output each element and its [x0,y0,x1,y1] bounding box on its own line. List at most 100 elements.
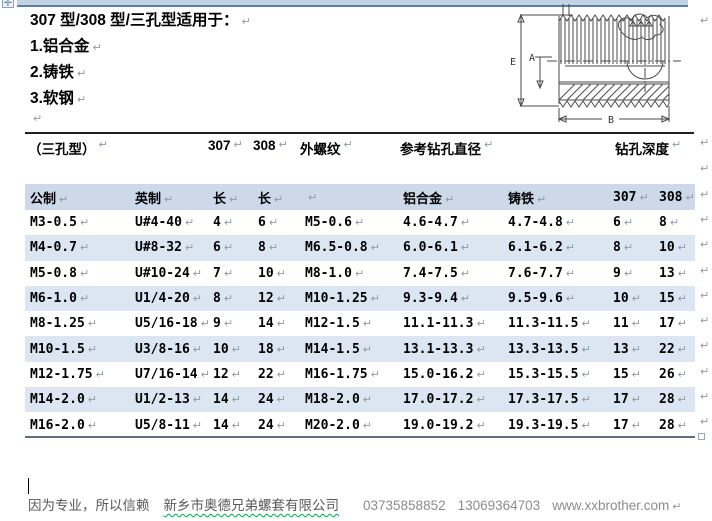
footer-company-name[interactable]: 新乡市奥德兄弟螺套有限公司 [163,498,340,513]
table-cell[interactable]: 10 ↵ [213,341,241,357]
table-cell[interactable]: M5-0.6 ↵ [305,215,365,231]
table-cell[interactable]: 9.5-9.6 ↵ [508,291,576,307]
table-move-handle-icon[interactable]: ✛ [2,0,14,9]
table-cell[interactable]: 6.1-6.2 ↵ [508,240,576,256]
table-cell[interactable]: 13 ↵ [613,341,641,357]
table-cell[interactable]: 8 ↵ [659,215,680,231]
table-cell[interactable]: 14 ↵ [213,392,241,408]
table-cell[interactable]: M16-1.75 ↵ [305,366,380,382]
table-cell[interactable]: 6 ↵ [213,240,234,256]
table-cell[interactable]: 7.6-7.7 ↵ [508,265,576,281]
table-cell[interactable]: U#8-32 ↵ [135,240,195,256]
table-cell[interactable]: M14-1.5 ↵ [305,341,373,357]
table-cell[interactable]: 22 ↵ [659,341,687,357]
intro-item[interactable]: 2.铸铁 ↵ [30,64,87,81]
table-cell[interactable]: M10-1.25 ↵ [305,291,380,307]
table-cell[interactable]: 英制 ↵ [135,191,174,207]
type-header-cell[interactable]: 钻孔深度 ↵ [615,138,682,157]
table-cell[interactable]: M5-0.8 ↵ [30,265,90,281]
table-cell[interactable]: 10 ↵ [613,291,641,307]
table-cell[interactable]: 12 ↵ [213,366,241,382]
table-cell[interactable]: 26 ↵ [659,366,687,382]
table-cell[interactable]: U5/16-18 ↵ [135,316,210,332]
table-cell[interactable]: 6 ↵ [613,215,634,231]
table-cell[interactable]: M16-2.0 ↵ [30,417,98,433]
table-cell[interactable]: M6-1.0 ↵ [30,291,90,307]
table-cell[interactable]: 9 ↵ [613,265,634,281]
table-cell[interactable]: 11.1-11.3 ↵ [403,316,486,332]
table-cell[interactable]: 18 ↵ [258,341,286,357]
table-cell[interactable]: 8 ↵ [613,240,634,256]
table-cell[interactable]: 28 ↵ [659,417,687,433]
footer-website[interactable]: www.xxbrother.com ↵ [552,498,682,513]
table-cell[interactable]: M14-2.0 ↵ [30,392,98,408]
table-cell[interactable]: M4-0.7 ↵ [30,240,90,256]
table-cell[interactable]: 28 ↵ [659,392,687,408]
table-cell[interactable]: 6.0-6.1 ↵ [403,240,471,256]
type-header-cell[interactable]: 307 ↵ [208,138,243,153]
table-cell[interactable]: U5/8-11 ↵ [135,417,203,433]
table-cell[interactable]: M3-0.5 ↵ [30,215,90,231]
table-cell[interactable]: 9.3-9.4 ↵ [403,291,471,307]
table-cell[interactable]: 15.0-16.2 ↵ [403,366,486,382]
table-cell[interactable]: 22 ↵ [258,366,286,382]
table-cell[interactable]: 14 ↵ [258,316,286,332]
table-cell[interactable]: 19.3-19.5 ↵ [508,417,591,433]
table-resize-handle-icon[interactable] [698,433,705,440]
table-cell[interactable]: 15.3-15.5 ↵ [508,366,591,382]
table-cell[interactable]: M8-1.0 ↵ [305,265,365,281]
table-cell[interactable]: M20-2.0 ↵ [305,417,373,433]
table-cell[interactable]: 8 ↵ [258,240,279,256]
table-cell[interactable]: 11.3-11.5 ↵ [508,316,591,332]
table-cell[interactable]: 307 ↵ [613,189,649,205]
table-cell[interactable]: 24 ↵ [258,392,286,408]
table-cell[interactable]: M12-1.75 ↵ [30,366,105,382]
table-cell[interactable]: 长 ↵ [258,191,284,207]
table-cell[interactable]: 17.3-17.5 ↵ [508,392,591,408]
table-cell[interactable]: 15 ↵ [659,291,687,307]
table-cell[interactable]: M12-1.5 ↵ [305,316,373,332]
table-cell[interactable]: 公制 ↵ [30,191,69,207]
table-cell[interactable]: 13.3-13.5 ↵ [508,341,591,357]
table-cell[interactable]: 6 ↵ [258,215,279,231]
table-cell[interactable]: M8-1.25 ↵ [30,316,98,332]
footer-slogan[interactable]: 因为专业，所以信赖 [28,498,150,513]
table-cell[interactable]: U1/4-20 ↵ [135,291,203,307]
table-cell[interactable]: 10 ↵ [659,240,687,256]
type-header-cell[interactable]: （三孔型） ↵ [28,138,108,157]
table-cell[interactable]: 19.0-19.2 ↵ [403,417,486,433]
empty-paragraph[interactable]: ↵ [30,108,42,128]
table-cell[interactable]: 17.0-17.2 ↵ [403,392,486,408]
footer-phone-2[interactable]: 13069364703 [457,498,541,513]
table-cell[interactable]: 10 ↵ [258,265,286,281]
table-cell[interactable]: M18-2.0 ↵ [305,392,373,408]
intro-title[interactable]: 307 型/308 型/三孔型适用于： ↵ [30,12,251,29]
type-header-cell[interactable]: 308 ↵ [253,138,288,153]
threaded-insert-diagram[interactable]: E A B [497,4,693,130]
table-cell[interactable]: 长 ↵ [213,191,239,207]
table-cell[interactable]: U7/16-14 ↵ [135,366,210,382]
table-cell[interactable]: 4.6-4.7 ↵ [403,215,471,231]
table-cell[interactable]: 4.7-4.8 ↵ [508,215,576,231]
type-header-cell[interactable]: 外螺纹 ↵ [300,138,353,157]
table-cell[interactable]: 13 ↵ [659,265,687,281]
table-cell[interactable]: 铝合金 ↵ [403,191,455,207]
intro-item[interactable]: 3.软钢 ↵ [30,90,87,107]
table-cell[interactable]: 11 ↵ [613,316,641,332]
table-cell[interactable]: 308 ↵ [659,189,695,205]
table-cell[interactable]: 8 ↵ [213,291,234,307]
table-cell[interactable]: M6.5-0.8 ↵ [305,240,380,256]
table-cell[interactable]: 24 ↵ [258,417,286,433]
table-cell[interactable]: 15 ↵ [613,366,641,382]
table-cell[interactable]: U#10-24 ↵ [135,265,203,281]
table-cell[interactable]: M10-1.5 ↵ [30,341,98,357]
footer-phone-1[interactable]: 03735858852 [363,498,446,513]
table-cell[interactable]: 17 ↵ [659,316,687,332]
table-cell[interactable]: 7.4-7.5 ↵ [403,265,471,281]
intro-item[interactable]: 1.铝合金 ↵ [30,38,102,55]
table-cell[interactable]: 17 ↵ [613,417,641,433]
table-cell[interactable]: 17 ↵ [613,392,641,408]
table-cell[interactable]: 铸铁 ↵ [508,191,547,207]
type-header-cell[interactable]: 参考钻孔直径 ↵ [400,138,494,157]
table-cell[interactable]: 7 ↵ [213,265,234,281]
